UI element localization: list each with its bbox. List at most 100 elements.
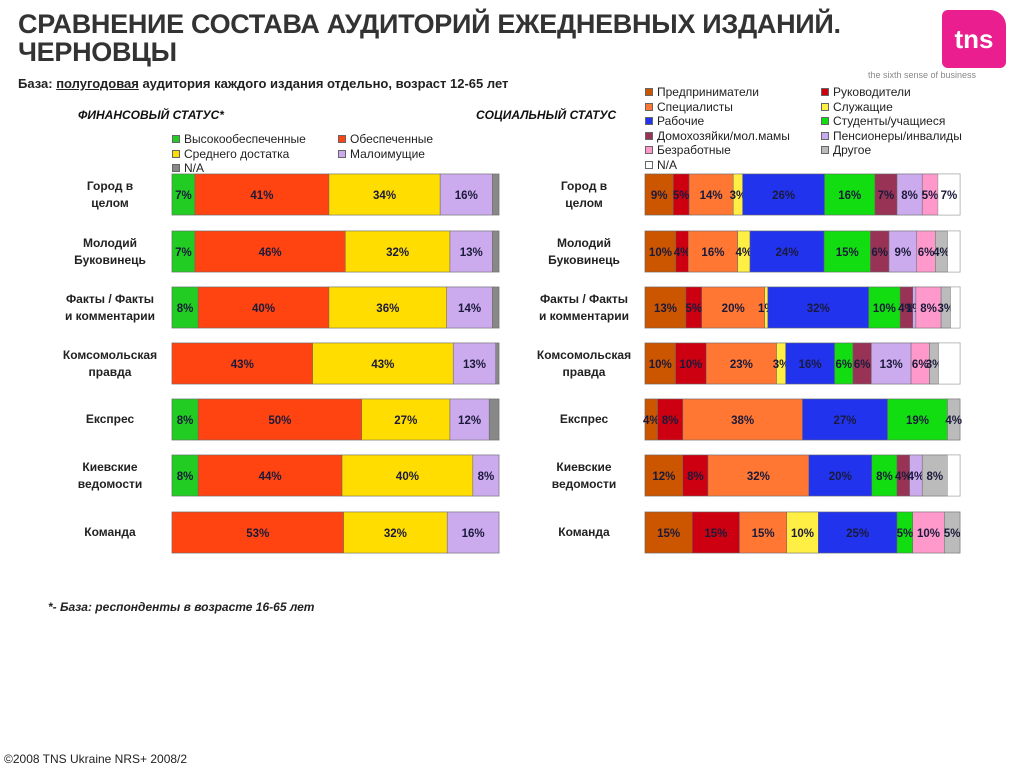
bar-segment — [871, 342, 912, 385]
row-label: Комсомольская правда — [536, 347, 632, 379]
bar-segment — [947, 230, 961, 273]
data-label: 8% — [687, 471, 704, 483]
data-label: 8% — [478, 471, 495, 483]
bar-segment — [171, 342, 313, 385]
legend-swatch — [645, 102, 653, 111]
data-label: 38% — [731, 415, 754, 427]
data-label: 3% — [926, 359, 943, 371]
legend-swatch — [172, 149, 180, 158]
base-suffix: аудитория каждого издания отдельно, возр… — [138, 76, 509, 91]
bar-segment — [197, 398, 362, 441]
data-label: 44% — [259, 471, 282, 483]
data-label: 25% — [846, 528, 869, 540]
bar-segment — [488, 398, 500, 441]
data-label: 7% — [175, 190, 192, 202]
data-label: 13% — [463, 359, 486, 371]
data-label: 43% — [231, 359, 254, 371]
bar-segment — [472, 454, 500, 497]
legend-swatch — [821, 88, 829, 97]
legend-item: N/A — [172, 161, 204, 176]
data-label: 6% — [912, 359, 929, 371]
legend-label: Обеспеченные — [350, 132, 433, 146]
bar-segment — [171, 511, 344, 554]
legend-swatch — [338, 135, 346, 144]
page-title-line1: СРАВНЕНИЕ СОСТАВА АУДИТОРИЙ ЕЖЕДНЕВНЫХ И… — [18, 9, 841, 39]
bar-segment — [818, 511, 898, 554]
legend-item: Среднего достатка — [172, 147, 289, 162]
bar-segment — [947, 454, 961, 497]
bar-segment — [802, 398, 888, 441]
legend-item: Малоимущие — [338, 147, 425, 162]
data-label: 15% — [704, 528, 727, 540]
legend-label: Руководители — [833, 85, 911, 99]
data-label: 13% — [880, 359, 903, 371]
legend-swatch — [645, 160, 653, 169]
charts-svg: 7% 41% 34% 16% 7% 46% 32% 13% 8% 40% 36% 14% 43% 43% 1… — [171, 173, 962, 554]
legend-swatch — [645, 117, 653, 126]
row-label: Команда — [558, 525, 610, 539]
bar-segment — [739, 511, 787, 554]
legend-item: Рабочие — [645, 114, 704, 129]
legend-item: Другое — [821, 143, 871, 158]
data-label: 9% — [895, 247, 912, 259]
bar-segment — [682, 398, 803, 441]
legend-item: Предприниматели — [645, 85, 759, 100]
data-label: 6% — [871, 247, 888, 259]
footnote: *- База: респонденты в возрасте 16-65 ле… — [48, 600, 315, 614]
legend-swatch — [645, 146, 653, 155]
data-label: 4% — [898, 303, 915, 315]
row-label: Город в целом — [560, 178, 608, 210]
data-label: 26% — [772, 190, 795, 202]
data-label: 13% — [654, 303, 677, 315]
legend-label: N/A — [184, 161, 205, 175]
bar-segment — [888, 230, 918, 273]
data-label: 13% — [460, 247, 483, 259]
data-label: 8% — [177, 471, 194, 483]
data-label: 16% — [838, 190, 861, 202]
data-label: 53% — [246, 528, 269, 540]
data-label: 32% — [386, 247, 409, 259]
bar-segment — [449, 398, 490, 441]
data-label: 15% — [752, 528, 775, 540]
page-title: СРАВНЕНИЕ СОСТАВА АУДИТОРИЙ ЕЖЕДНЕВНЫХ И… — [18, 10, 918, 66]
row-label: Команда — [84, 525, 136, 539]
legend-item: Специалисты — [645, 100, 733, 115]
bar-segment — [887, 398, 948, 441]
data-label: 4% — [933, 247, 950, 259]
data-label: 8% — [926, 471, 943, 483]
bar-segment — [692, 511, 740, 554]
page-title-line2: ЧЕРНОВЦЫ — [18, 37, 177, 67]
data-label: 8% — [901, 190, 918, 202]
legend-item: Высокообеспеченные — [172, 132, 306, 147]
data-label: 16% — [799, 359, 822, 371]
data-label: 32% — [807, 303, 830, 315]
data-label: 34% — [373, 190, 396, 202]
bar-segment — [341, 454, 474, 497]
data-label: 20% — [722, 303, 745, 315]
bar-segment — [688, 173, 734, 216]
bar-segment — [361, 398, 451, 441]
legend-label: Другое — [833, 143, 872, 157]
bar-segment — [171, 454, 199, 497]
legend-label: Домохозяйки/мол.мамы — [657, 128, 790, 143]
bar-segment — [657, 398, 684, 441]
data-label: 4% — [674, 247, 691, 259]
legend-swatch — [172, 164, 180, 173]
data-label: 16% — [462, 528, 485, 540]
legend-swatch — [645, 88, 653, 97]
bar-segment — [767, 286, 869, 329]
bar-segment — [171, 398, 199, 441]
bar-segment — [701, 286, 765, 329]
legend-label: Малоимущие — [350, 146, 425, 161]
data-label: 20% — [829, 471, 852, 483]
financial-status-title: ФИНАНСОВЫЙ СТАТУС* — [78, 108, 224, 122]
row-label: Молодий Буковинець — [74, 235, 146, 267]
legend-item: Студенты/учащиеся — [821, 114, 945, 129]
data-label: 12% — [458, 415, 481, 427]
bar-segment — [644, 511, 693, 554]
base-description: База: полугодовая аудитория каждого изда… — [18, 76, 508, 91]
legend-label: Среднего достатка — [184, 146, 290, 161]
data-label: 5% — [897, 528, 914, 540]
bar-segment — [194, 230, 346, 273]
legend-label: Специалисты — [657, 99, 733, 114]
